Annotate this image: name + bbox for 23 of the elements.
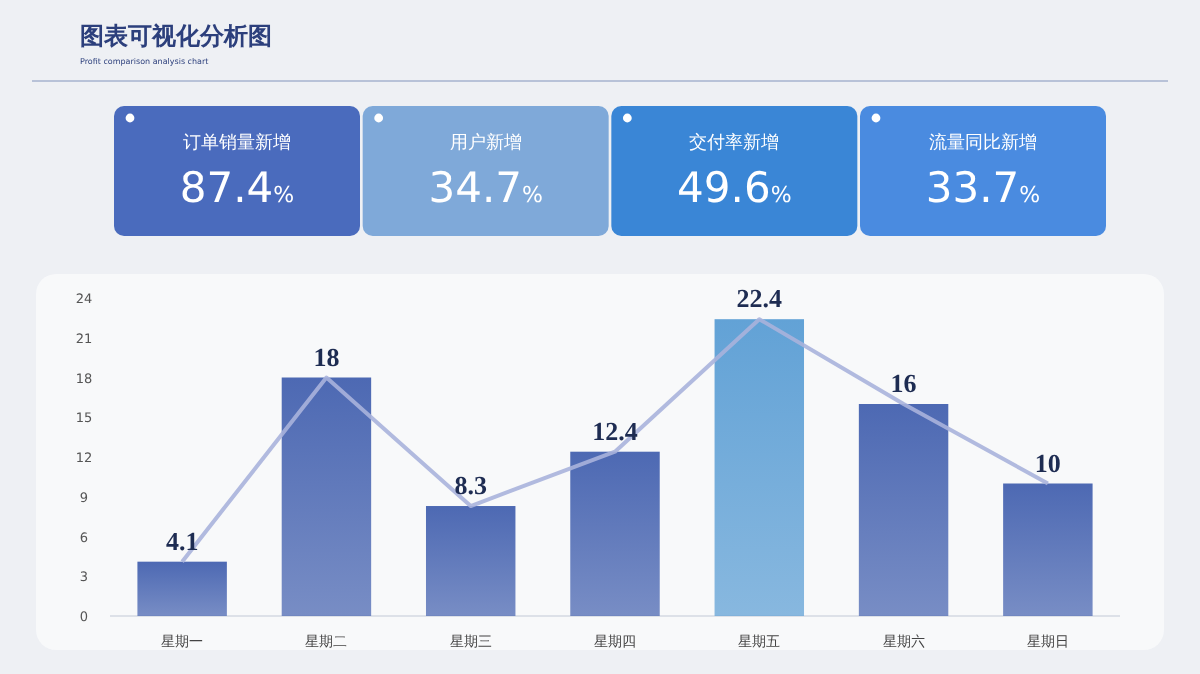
bar <box>714 319 805 616</box>
data-label: 10 <box>1034 447 1061 478</box>
text: 图表可视化分析图 <box>80 22 272 50</box>
data-label: 18 <box>313 341 341 372</box>
category-label: 流量同比新增 <box>929 132 1037 152</box>
data-label: 22.4 <box>736 283 784 314</box>
data-label: 87.4% <box>179 164 295 212</box>
data-label: 8.3 <box>454 470 488 501</box>
category-label: 交付率新增 <box>689 132 780 152</box>
bar <box>570 451 660 616</box>
data-label: 12.4 <box>592 415 639 446</box>
bar <box>858 404 949 616</box>
bar <box>137 561 227 616</box>
data-label: 49.6% <box>677 164 792 212</box>
data-label: 16 <box>890 368 918 398</box>
bar <box>425 506 516 616</box>
data-label: 33.7% <box>925 164 1041 212</box>
bar <box>1003 483 1093 616</box>
category-label: 订单销量新增 <box>183 132 291 152</box>
category-label: 用户新增 <box>449 132 522 152</box>
data-label: 4.1 <box>165 525 199 556</box>
bar <box>281 377 372 616</box>
data-label: 34.7% <box>428 164 543 212</box>
